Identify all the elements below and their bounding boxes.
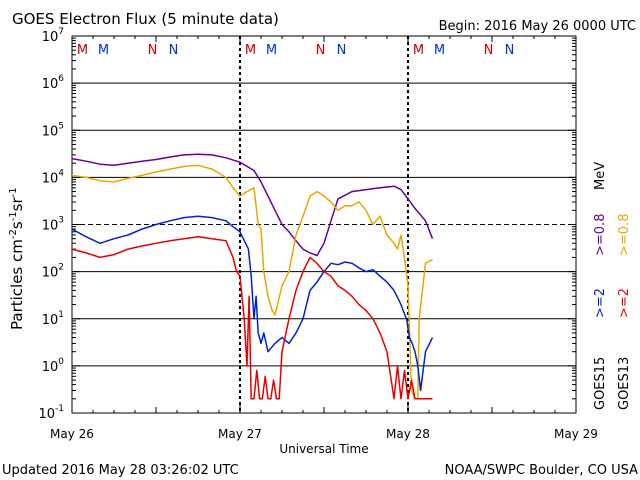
top-marker: N	[337, 43, 347, 58]
legend-goes13-ge2: >=2	[617, 288, 632, 318]
legend-goes15: GOES15	[593, 357, 608, 410]
legend-goes13: GOES13	[617, 357, 632, 410]
data-series	[71, 153, 434, 400]
y-tick-label: 107	[42, 27, 64, 45]
begin-time-label: Begin: 2016 May 26 0000 UTC	[439, 19, 636, 34]
x-tick-label: May 27	[218, 427, 262, 441]
x-tick-label: May 26	[50, 427, 94, 441]
y-axis-label-part: Particles cm	[8, 239, 26, 330]
y-axis-label-sup: -1	[8, 187, 19, 197]
top-marker: M	[266, 43, 277, 58]
updated-timestamp: Updated 2016 May 28 03:26:02 UTC	[2, 463, 239, 478]
y-tick-label: 10-1	[38, 404, 64, 422]
top-marker: N	[148, 43, 158, 58]
y-axis-label-part: s	[8, 221, 26, 229]
legend-goes15-ge2: >=2	[593, 288, 608, 318]
y-axis-label: Particles cm-2s-1sr-1	[8, 187, 26, 330]
top-marker: M	[245, 43, 256, 58]
y-axis-label-sup: -1	[8, 211, 19, 221]
top-marker: N	[484, 43, 494, 58]
credit-label: NOAA/SWPC Boulder, CO USA	[445, 463, 638, 478]
series-line	[71, 215, 434, 392]
x-axis-label: Universal Time	[279, 442, 368, 456]
y-tick-label: 106	[42, 74, 65, 92]
top-marker: N	[505, 43, 515, 58]
y-tick-label: 104	[42, 168, 65, 186]
y-tick-label: 100	[42, 357, 65, 375]
top-marker: M	[77, 43, 88, 58]
y-tick-label: 105	[42, 121, 64, 139]
top-marker: M	[413, 43, 424, 58]
series-line	[71, 235, 433, 400]
series-line	[71, 153, 434, 257]
top-marker: M	[434, 43, 445, 58]
x-tick-label: May 29	[554, 427, 598, 441]
y-tick-label: 102	[42, 263, 64, 281]
top-marker: M	[98, 43, 109, 58]
x-tick-labels: May 26 May 27 May 28 May 29	[50, 427, 598, 441]
series-line	[71, 164, 433, 400]
legend-mev: MeV	[593, 162, 608, 190]
top-marker: N	[169, 43, 179, 58]
legend-goes15-ge08: >=0.8	[593, 214, 608, 256]
y-axis-label-part: sr	[8, 197, 26, 212]
y-axis-label-sup: -2	[8, 229, 19, 239]
y-tick-label: 101	[42, 310, 64, 328]
legend-goes13-ge08: >=0.8	[617, 214, 632, 256]
y-tick-labels: 10-1 100 101 102 103 104 105 106 107	[38, 27, 64, 422]
top-marker: N	[316, 43, 326, 58]
x-tick-label: May 28	[386, 427, 430, 441]
legend: GOES15 GOES13 >=2 >=2 >=0.8 >=0.8 MeV	[593, 162, 632, 410]
chart-title: GOES Electron Flux (5 minute data)	[12, 10, 279, 28]
grid	[71, 35, 577, 414]
y-tick-label: 103	[42, 216, 64, 234]
